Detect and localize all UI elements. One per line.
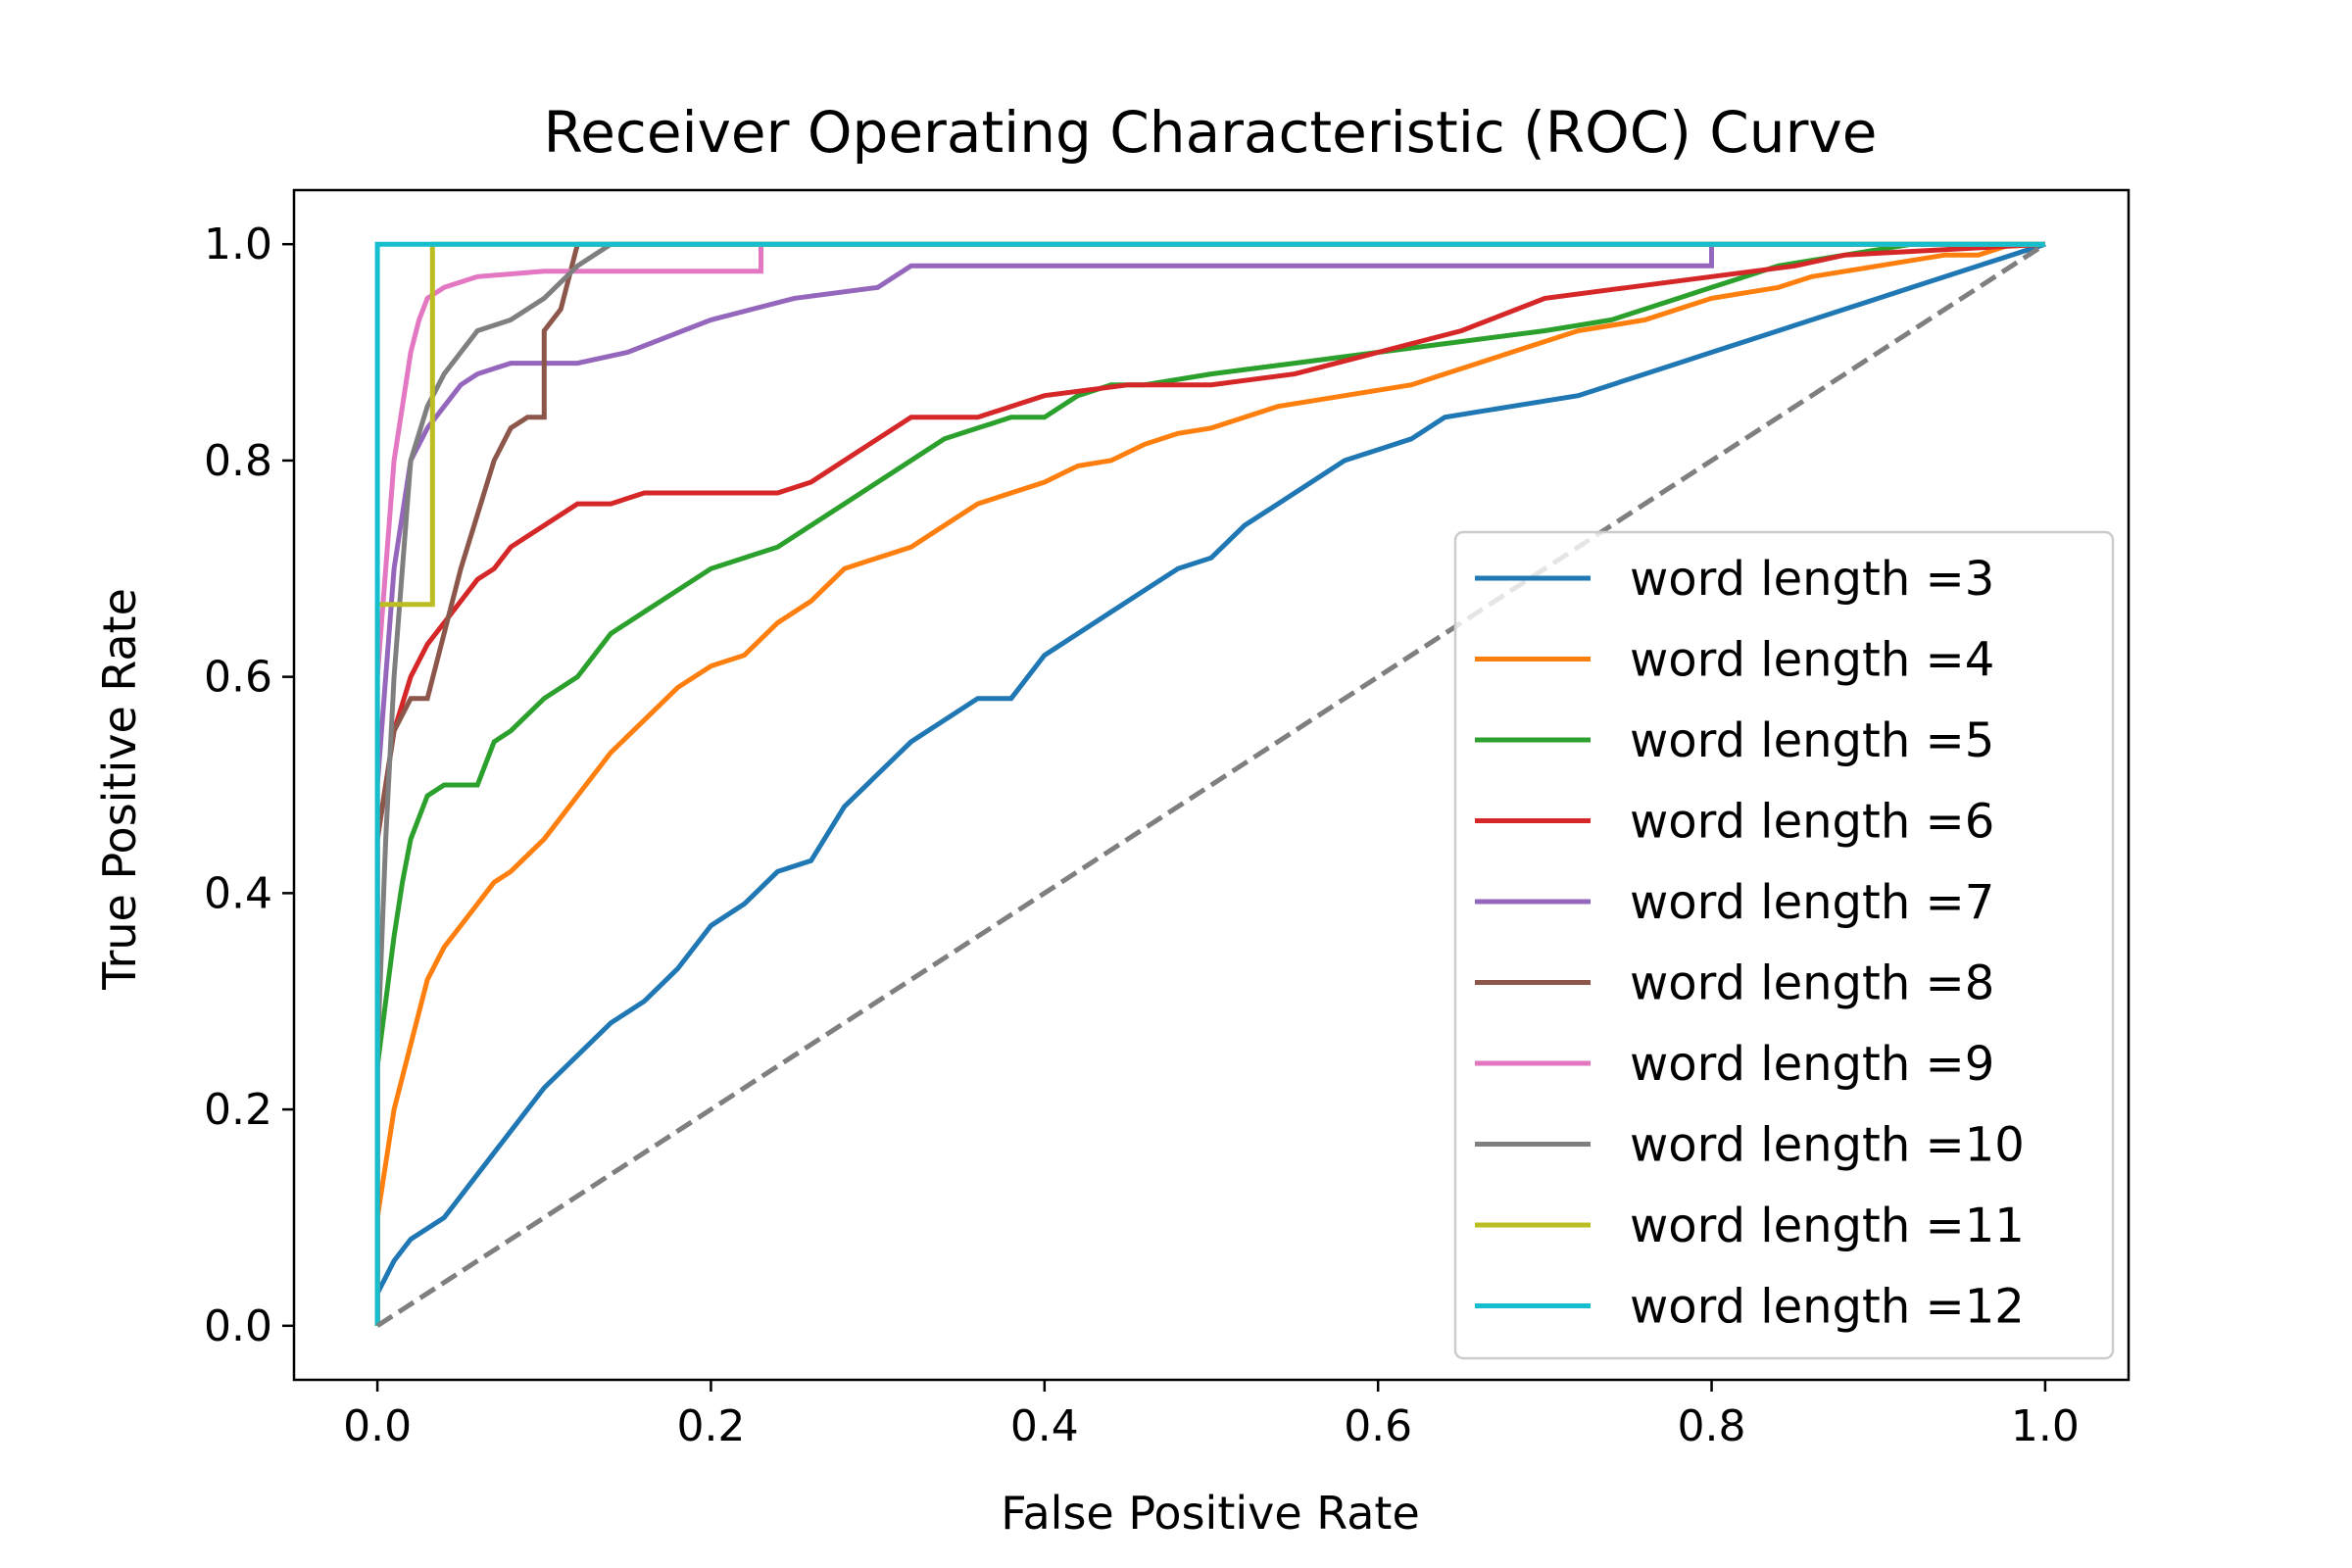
legend-entry-5: word length =7 [1630, 875, 1994, 930]
y-axis-label: True Positive Rate [93, 588, 146, 991]
legend: word length =3 word length =4 word length … [1453, 530, 2115, 1360]
y-tick-label: 1.0 [204, 220, 272, 270]
legend-box [1453, 530, 2115, 1360]
series-line-7 [374, 241, 2045, 1326]
plot-area [292, 188, 2131, 1382]
series-line-8 [374, 241, 2045, 1326]
chart-title: Receiver Operating Characteristic (ROC) … [544, 99, 1878, 166]
x-tick-label: 0.6 [1344, 1401, 1412, 1451]
legend-entry-10: word length =12 [1630, 1280, 2025, 1335]
legend-entry-6: word length =8 [1630, 956, 1994, 1011]
plot-frame [292, 188, 2131, 1382]
x-tick-label: 0.8 [1678, 1401, 1746, 1451]
legend-entry-1: word length =3 [1630, 552, 1994, 607]
x-tick-label: 0.4 [1010, 1401, 1079, 1451]
legend-entry-8: word length =10 [1630, 1118, 2025, 1173]
legend-entry-7: word length =9 [1630, 1037, 1994, 1092]
x-axis-label: False Positive Rate [1001, 1487, 1420, 1540]
legend-entry-4: word length =6 [1630, 795, 1994, 850]
y-tick-label: 0.0 [204, 1301, 272, 1351]
series-line-10 [374, 241, 2045, 1326]
y-tick-label: 0.2 [204, 1085, 272, 1135]
legend-entry-3: word length =5 [1630, 713, 1994, 768]
reference-diagonal-line [375, 242, 2047, 1328]
series-line-2 [374, 241, 2045, 1326]
series-line-1 [374, 241, 2046, 1326]
x-tick-label: 1.0 [2011, 1401, 2080, 1451]
y-tick-label: 0.6 [204, 653, 272, 703]
legend-entry-9: word length =11 [1630, 1199, 2025, 1253]
axis-ticks: 0.0 0.2 0.4 0.6 0.8 1.0 0.0 0.2 0.4 0.6 0.8 1.0 [204, 220, 2080, 1451]
x-tick-label: 0.0 [343, 1401, 412, 1451]
x-tick-label: 0.2 [676, 1401, 745, 1451]
series-line-5 [374, 241, 2045, 1326]
series-line-3 [374, 241, 2045, 1326]
y-tick-label: 0.8 [204, 436, 272, 486]
y-tick-label: 0.4 [204, 868, 272, 918]
legend-entry-2: word length =4 [1630, 633, 1994, 688]
